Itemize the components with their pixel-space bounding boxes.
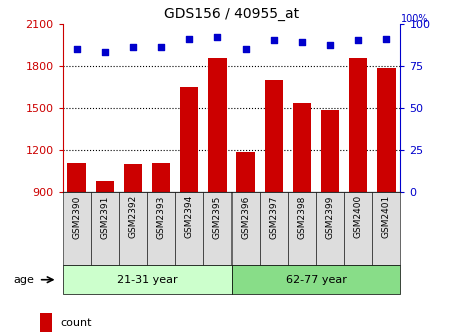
- Bar: [68, 163, 86, 192]
- Bar: [260, 192, 288, 265]
- Bar: [321, 110, 339, 192]
- Point: [355, 38, 362, 43]
- Text: 21-31 year: 21-31 year: [117, 275, 177, 285]
- Bar: [237, 152, 255, 192]
- Text: GSM2396: GSM2396: [241, 195, 250, 239]
- Bar: [180, 86, 199, 192]
- Text: GSM2400: GSM2400: [354, 195, 363, 239]
- Text: count: count: [61, 318, 92, 328]
- Text: GSM2392: GSM2392: [128, 195, 138, 239]
- Bar: [288, 192, 316, 265]
- Text: age: age: [13, 275, 34, 285]
- Bar: [372, 192, 400, 265]
- Bar: [349, 58, 368, 192]
- Bar: [91, 192, 119, 265]
- Point: [242, 46, 249, 51]
- Point: [129, 44, 137, 50]
- Text: 62-77 year: 62-77 year: [286, 275, 346, 285]
- Bar: [95, 181, 114, 192]
- Point: [270, 38, 277, 43]
- Point: [214, 34, 221, 40]
- Text: GSM2397: GSM2397: [269, 195, 278, 239]
- Bar: [152, 163, 170, 192]
- Bar: [147, 192, 175, 265]
- Text: GSM2394: GSM2394: [185, 195, 194, 239]
- Bar: [232, 192, 260, 265]
- Bar: [63, 192, 91, 265]
- Text: GSM2390: GSM2390: [72, 195, 81, 239]
- Text: GSM2395: GSM2395: [213, 195, 222, 239]
- Point: [73, 46, 80, 51]
- Bar: [175, 192, 203, 265]
- Bar: [264, 80, 283, 192]
- Bar: [40, 313, 52, 332]
- Bar: [124, 164, 142, 192]
- Text: GSM2401: GSM2401: [382, 195, 391, 239]
- Point: [157, 44, 165, 50]
- Bar: [232, 265, 400, 294]
- Bar: [203, 192, 232, 265]
- Bar: [344, 192, 372, 265]
- Point: [383, 36, 390, 41]
- Bar: [63, 265, 232, 294]
- Text: GSM2391: GSM2391: [100, 195, 109, 239]
- Bar: [119, 192, 147, 265]
- Text: GSM2398: GSM2398: [297, 195, 307, 239]
- Point: [186, 36, 193, 41]
- Title: GDS156 / 40955_at: GDS156 / 40955_at: [164, 7, 299, 21]
- Point: [101, 49, 108, 55]
- Text: 100%: 100%: [400, 13, 428, 24]
- Bar: [208, 58, 226, 192]
- Point: [326, 43, 334, 48]
- Text: GSM2399: GSM2399: [325, 195, 335, 239]
- Point: [298, 39, 306, 45]
- Bar: [293, 103, 311, 192]
- Text: GSM2393: GSM2393: [156, 195, 166, 239]
- Bar: [377, 68, 395, 192]
- Bar: [316, 192, 344, 265]
